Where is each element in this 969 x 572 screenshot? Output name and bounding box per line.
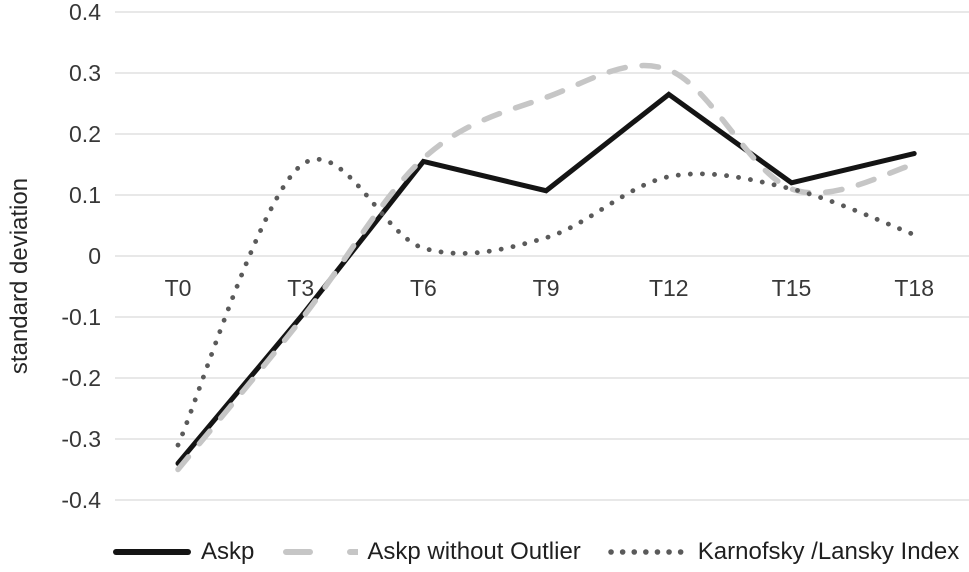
x-tick-label: T9: [533, 275, 560, 301]
x-tick-label: T3: [287, 275, 314, 301]
legend-label-askp-without-outlier: Askp without Outlier: [367, 538, 581, 565]
legend-label-karnofsky-lansky-index: Karnofsky /Lansky Index: [697, 538, 960, 565]
x-tick-label: T18: [894, 275, 934, 301]
legend-item-askp-without-outlier: Askp without Outlier: [280, 538, 581, 566]
x-tick-label: T12: [649, 275, 689, 301]
y-tick-label: 0: [88, 243, 101, 269]
y-tick-label: -0.3: [61, 426, 101, 452]
y-tick-label: 0.3: [69, 60, 101, 86]
y-tick-label: 0.4: [69, 0, 101, 25]
y-tick-label: -0.2: [61, 365, 101, 391]
legend-swatch-dashed-line: [283, 549, 359, 555]
y-tick-label: 0.1: [69, 182, 101, 208]
y-tick-label: -0.4: [61, 487, 101, 513]
legend: Askp Askp without Outlier Karnofsky /Lan…: [112, 538, 959, 566]
legend-item-askp: Askp: [112, 538, 254, 566]
legend-item-karnofsky-lansky-index: Karnofsky /Lansky Index: [607, 538, 959, 566]
legend-swatch-solid-line: [113, 549, 191, 555]
y-tick-label: -0.1: [61, 304, 101, 330]
series-line-karnofsky-lansky-index: [175, 156, 917, 448]
x-tick-label: T6: [410, 275, 437, 301]
legend-label-askp: Askp: [201, 538, 255, 565]
y-tick-label: 0.2: [69, 121, 101, 147]
legend-swatch-dotted-line: [608, 549, 689, 555]
plot-area: 0.4 0.3 0.2 0.1 0 -0.1 -0.2 -0.3 -0.4 T0 T3 T6 T9 T12…: [61, 0, 969, 513]
x-tick-label: T0: [165, 275, 192, 301]
x-tick-label: T15: [772, 275, 812, 301]
series-line-askp-without-outlier: [175, 62, 917, 473]
series-line-askp: [175, 91, 917, 466]
